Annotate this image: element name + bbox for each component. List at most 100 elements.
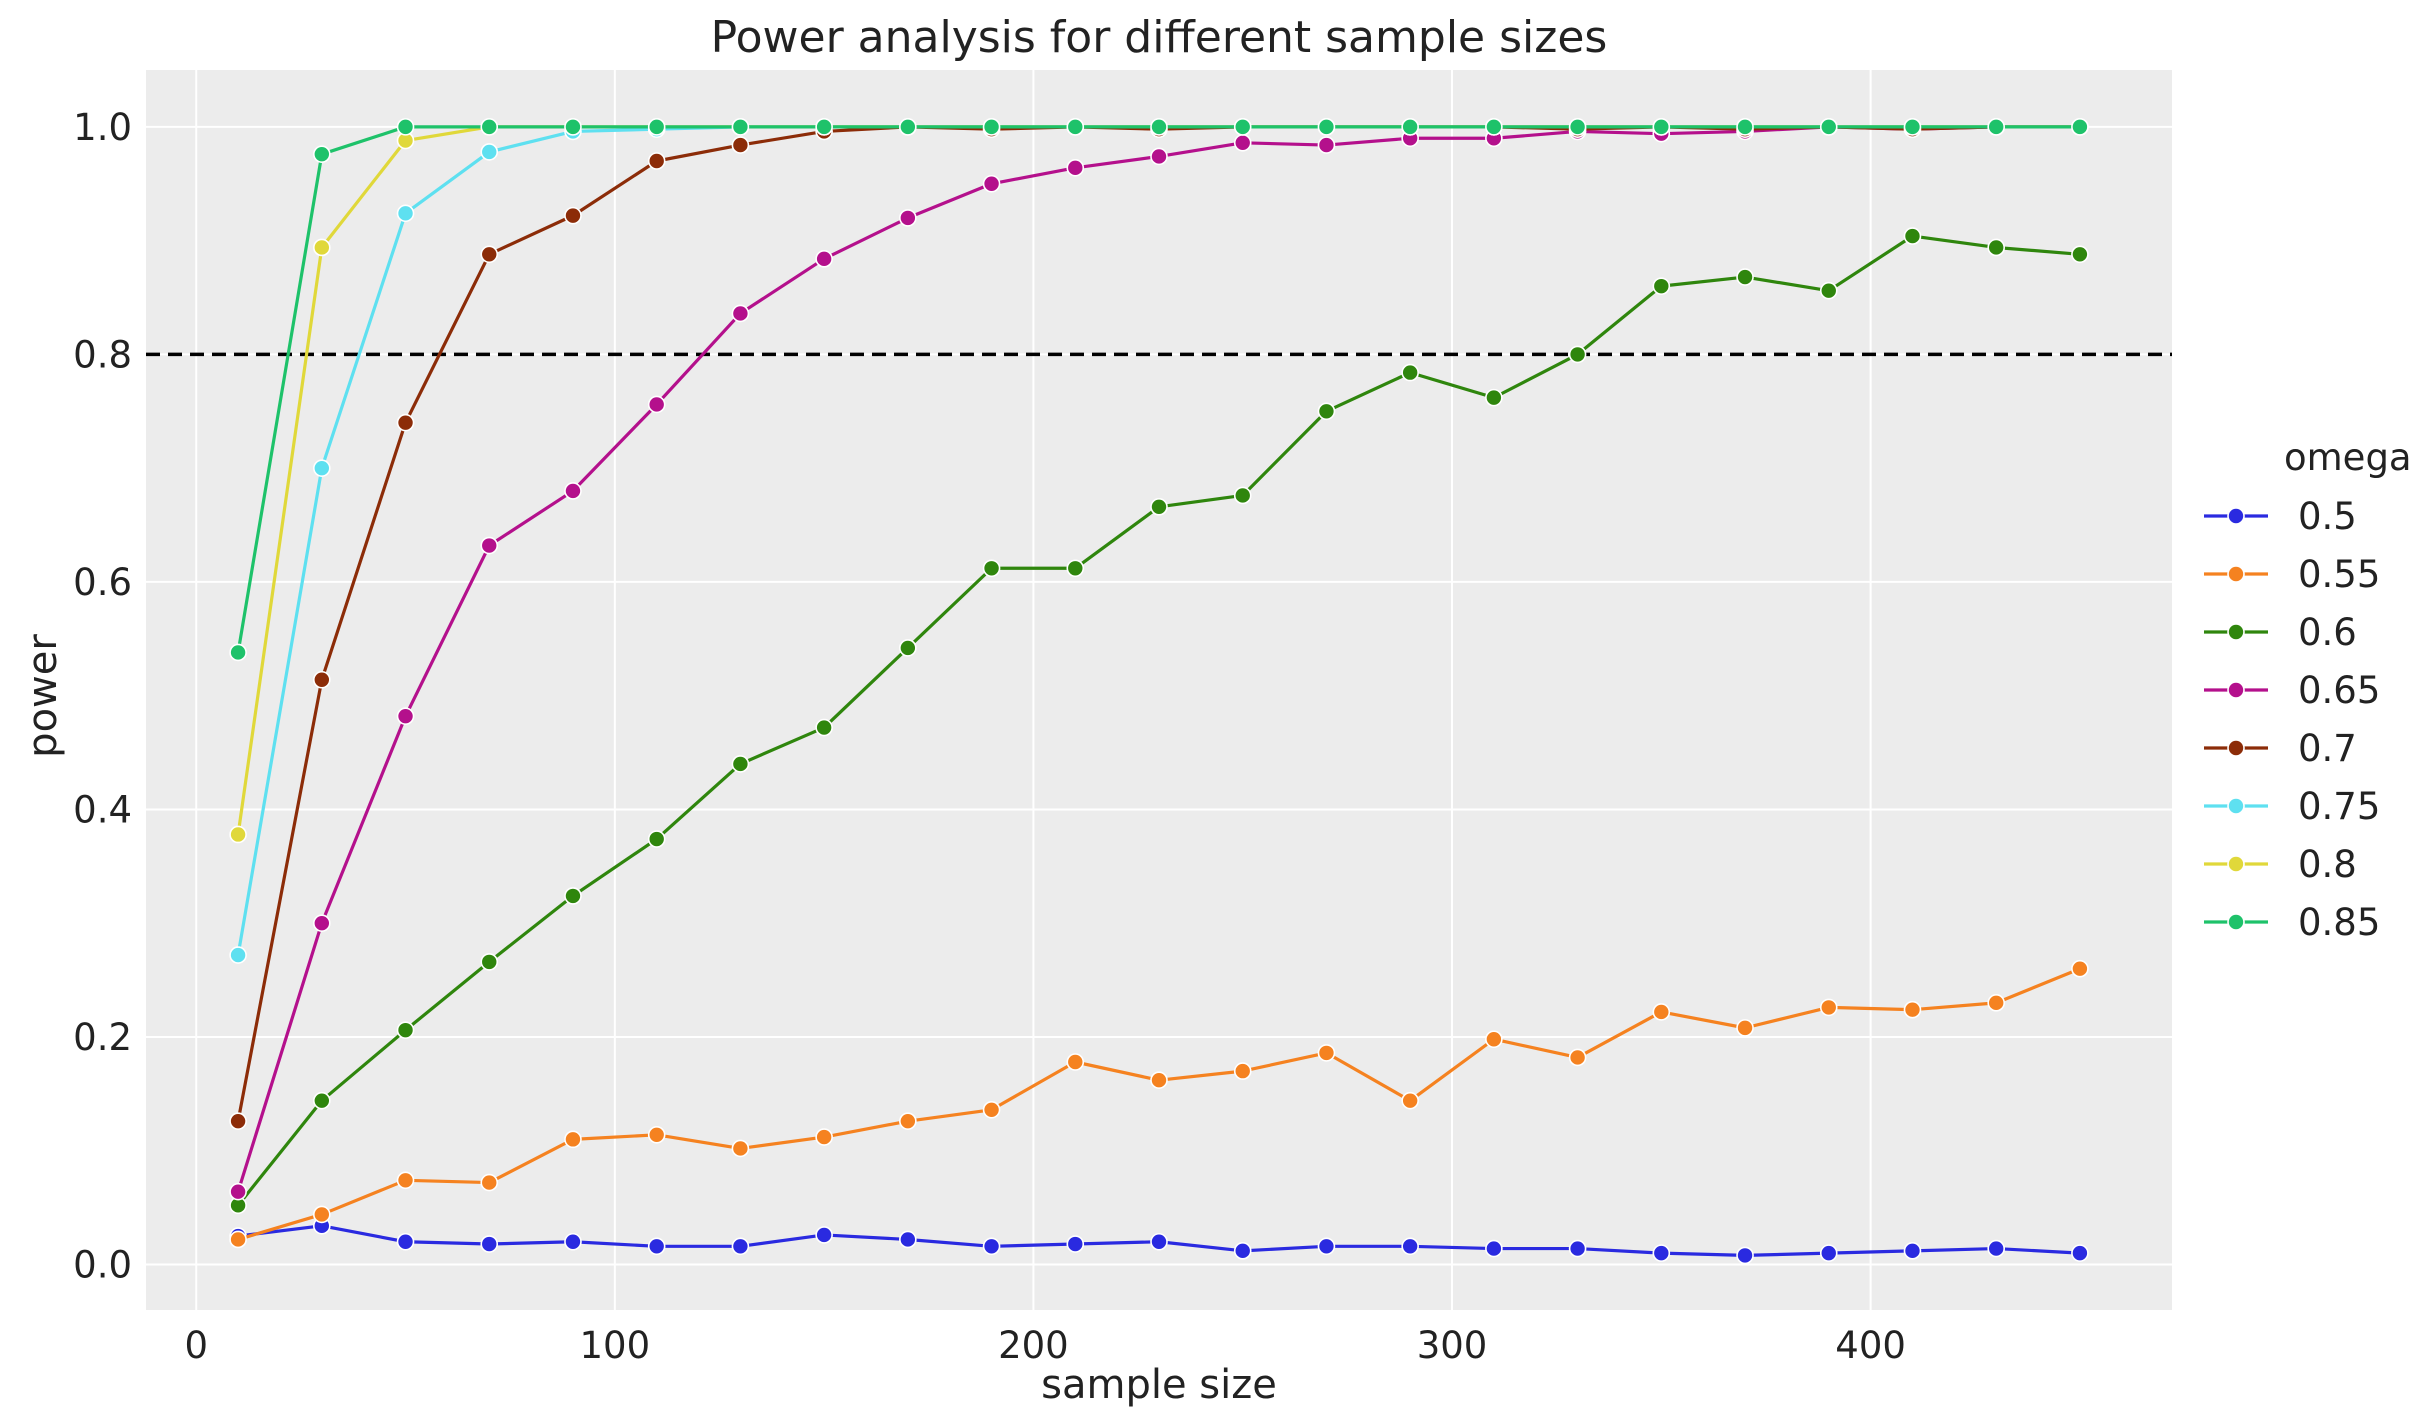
data-point xyxy=(1568,118,1587,136)
data-point xyxy=(564,887,582,905)
data-point xyxy=(647,395,666,414)
data-point xyxy=(899,1112,917,1130)
y-tick-labels: 0.0 0.2 0.4 0.6 0.8 1.0 xyxy=(73,106,132,1287)
data-point xyxy=(2071,118,2089,136)
data-point xyxy=(1652,1244,1671,1262)
data-point xyxy=(396,707,415,725)
data-point xyxy=(731,755,750,773)
data-point xyxy=(982,1237,1001,1256)
legend-marker xyxy=(2227,507,2245,525)
data-point xyxy=(731,136,750,154)
data-point xyxy=(396,413,415,432)
data-point xyxy=(1066,1053,1085,1071)
legend-title: omega xyxy=(2284,436,2412,479)
y-tick-label: 0.2 xyxy=(73,1016,132,1059)
legend-item: 0.8 xyxy=(2204,843,2357,886)
data-point xyxy=(1903,227,1922,245)
x-axis-label: sample size xyxy=(1041,1362,1277,1408)
data-point xyxy=(480,1235,499,1253)
data-point xyxy=(229,643,247,662)
data-point xyxy=(1568,1239,1587,1258)
data-point xyxy=(1652,277,1671,295)
legend-item: 0.85 xyxy=(2204,901,2380,944)
legend-marker xyxy=(2227,855,2245,873)
data-point xyxy=(1233,1062,1252,1080)
data-point xyxy=(815,718,833,737)
data-point xyxy=(1317,136,1336,154)
data-point xyxy=(1652,118,1671,136)
data-point xyxy=(1652,1003,1671,1021)
data-point xyxy=(1066,159,1085,177)
data-point xyxy=(564,1232,582,1251)
data-point xyxy=(2071,245,2089,264)
data-point xyxy=(982,174,1001,193)
legend-marker xyxy=(2227,565,2245,583)
data-point xyxy=(1066,118,1085,136)
data-point xyxy=(229,1112,247,1130)
data-point xyxy=(815,1128,833,1146)
data-point xyxy=(1485,388,1503,407)
y-axis-label: power xyxy=(20,634,66,758)
data-point xyxy=(480,118,499,136)
data-point xyxy=(647,1126,666,1144)
x-tick-label: 300 xyxy=(1417,1324,1488,1367)
data-point xyxy=(647,118,666,136)
data-point xyxy=(1987,118,2005,136)
data-point xyxy=(1903,1000,1922,1019)
series-0.6 xyxy=(229,227,2089,1215)
data-point xyxy=(1150,118,1168,136)
data-point xyxy=(1150,1232,1168,1251)
data-point xyxy=(396,1171,415,1190)
data-point xyxy=(1233,486,1252,505)
legend-item: 0.65 xyxy=(2204,669,2380,712)
data-point xyxy=(1568,345,1587,364)
data-point xyxy=(229,1230,247,1249)
data-point xyxy=(396,1021,415,1039)
legend: omega 0.5 0.55 0.6 0.65 0.7 0.75 0.8 0.85 xyxy=(2204,436,2412,944)
data-point xyxy=(1317,402,1336,421)
data-point xyxy=(1150,498,1168,516)
legend-marker xyxy=(2227,797,2245,815)
data-point xyxy=(2071,959,2089,978)
data-point xyxy=(1485,118,1503,136)
data-point xyxy=(480,953,499,971)
data-point xyxy=(982,118,1001,136)
data-point xyxy=(313,1091,331,1110)
legend-item: 0.5 xyxy=(2204,495,2357,538)
legend-marker xyxy=(2227,913,2245,931)
data-point xyxy=(564,1130,582,1149)
data-point xyxy=(1485,1030,1503,1049)
data-point xyxy=(899,639,917,657)
y-tick-label: 0.8 xyxy=(73,333,132,376)
data-point xyxy=(1401,118,1419,136)
data-point xyxy=(1401,1091,1419,1110)
data-point xyxy=(2071,1244,2089,1262)
legend-label: 0.6 xyxy=(2298,611,2357,654)
data-point xyxy=(313,459,331,477)
data-point xyxy=(1736,118,1754,136)
data-point xyxy=(899,1230,917,1249)
data-point xyxy=(731,118,750,136)
plot-background xyxy=(146,70,2172,1310)
x-tick-label: 0 xyxy=(184,1324,208,1367)
x-tick-label: 400 xyxy=(1835,1324,1906,1367)
x-tick-labels: 0 100 200 300 400 xyxy=(184,1324,1905,1367)
data-point xyxy=(1819,998,1838,1017)
data-point xyxy=(982,559,1001,578)
data-point xyxy=(647,1237,666,1256)
data-point xyxy=(982,1100,1001,1119)
data-point xyxy=(1736,268,1754,286)
legend-label: 0.65 xyxy=(2298,669,2380,712)
data-point xyxy=(1736,1019,1754,1037)
legend-label: 0.85 xyxy=(2298,901,2380,944)
data-point xyxy=(731,1139,750,1158)
legend-label: 0.75 xyxy=(2298,785,2380,828)
series-0.85 xyxy=(229,118,2089,662)
data-point xyxy=(1819,1244,1838,1262)
legend-label: 0.5 xyxy=(2298,495,2357,538)
legend-label: 0.55 xyxy=(2298,553,2380,596)
data-point xyxy=(480,536,499,555)
legend-item: 0.7 xyxy=(2204,727,2357,770)
data-point xyxy=(1401,363,1419,382)
data-point xyxy=(1066,559,1085,578)
